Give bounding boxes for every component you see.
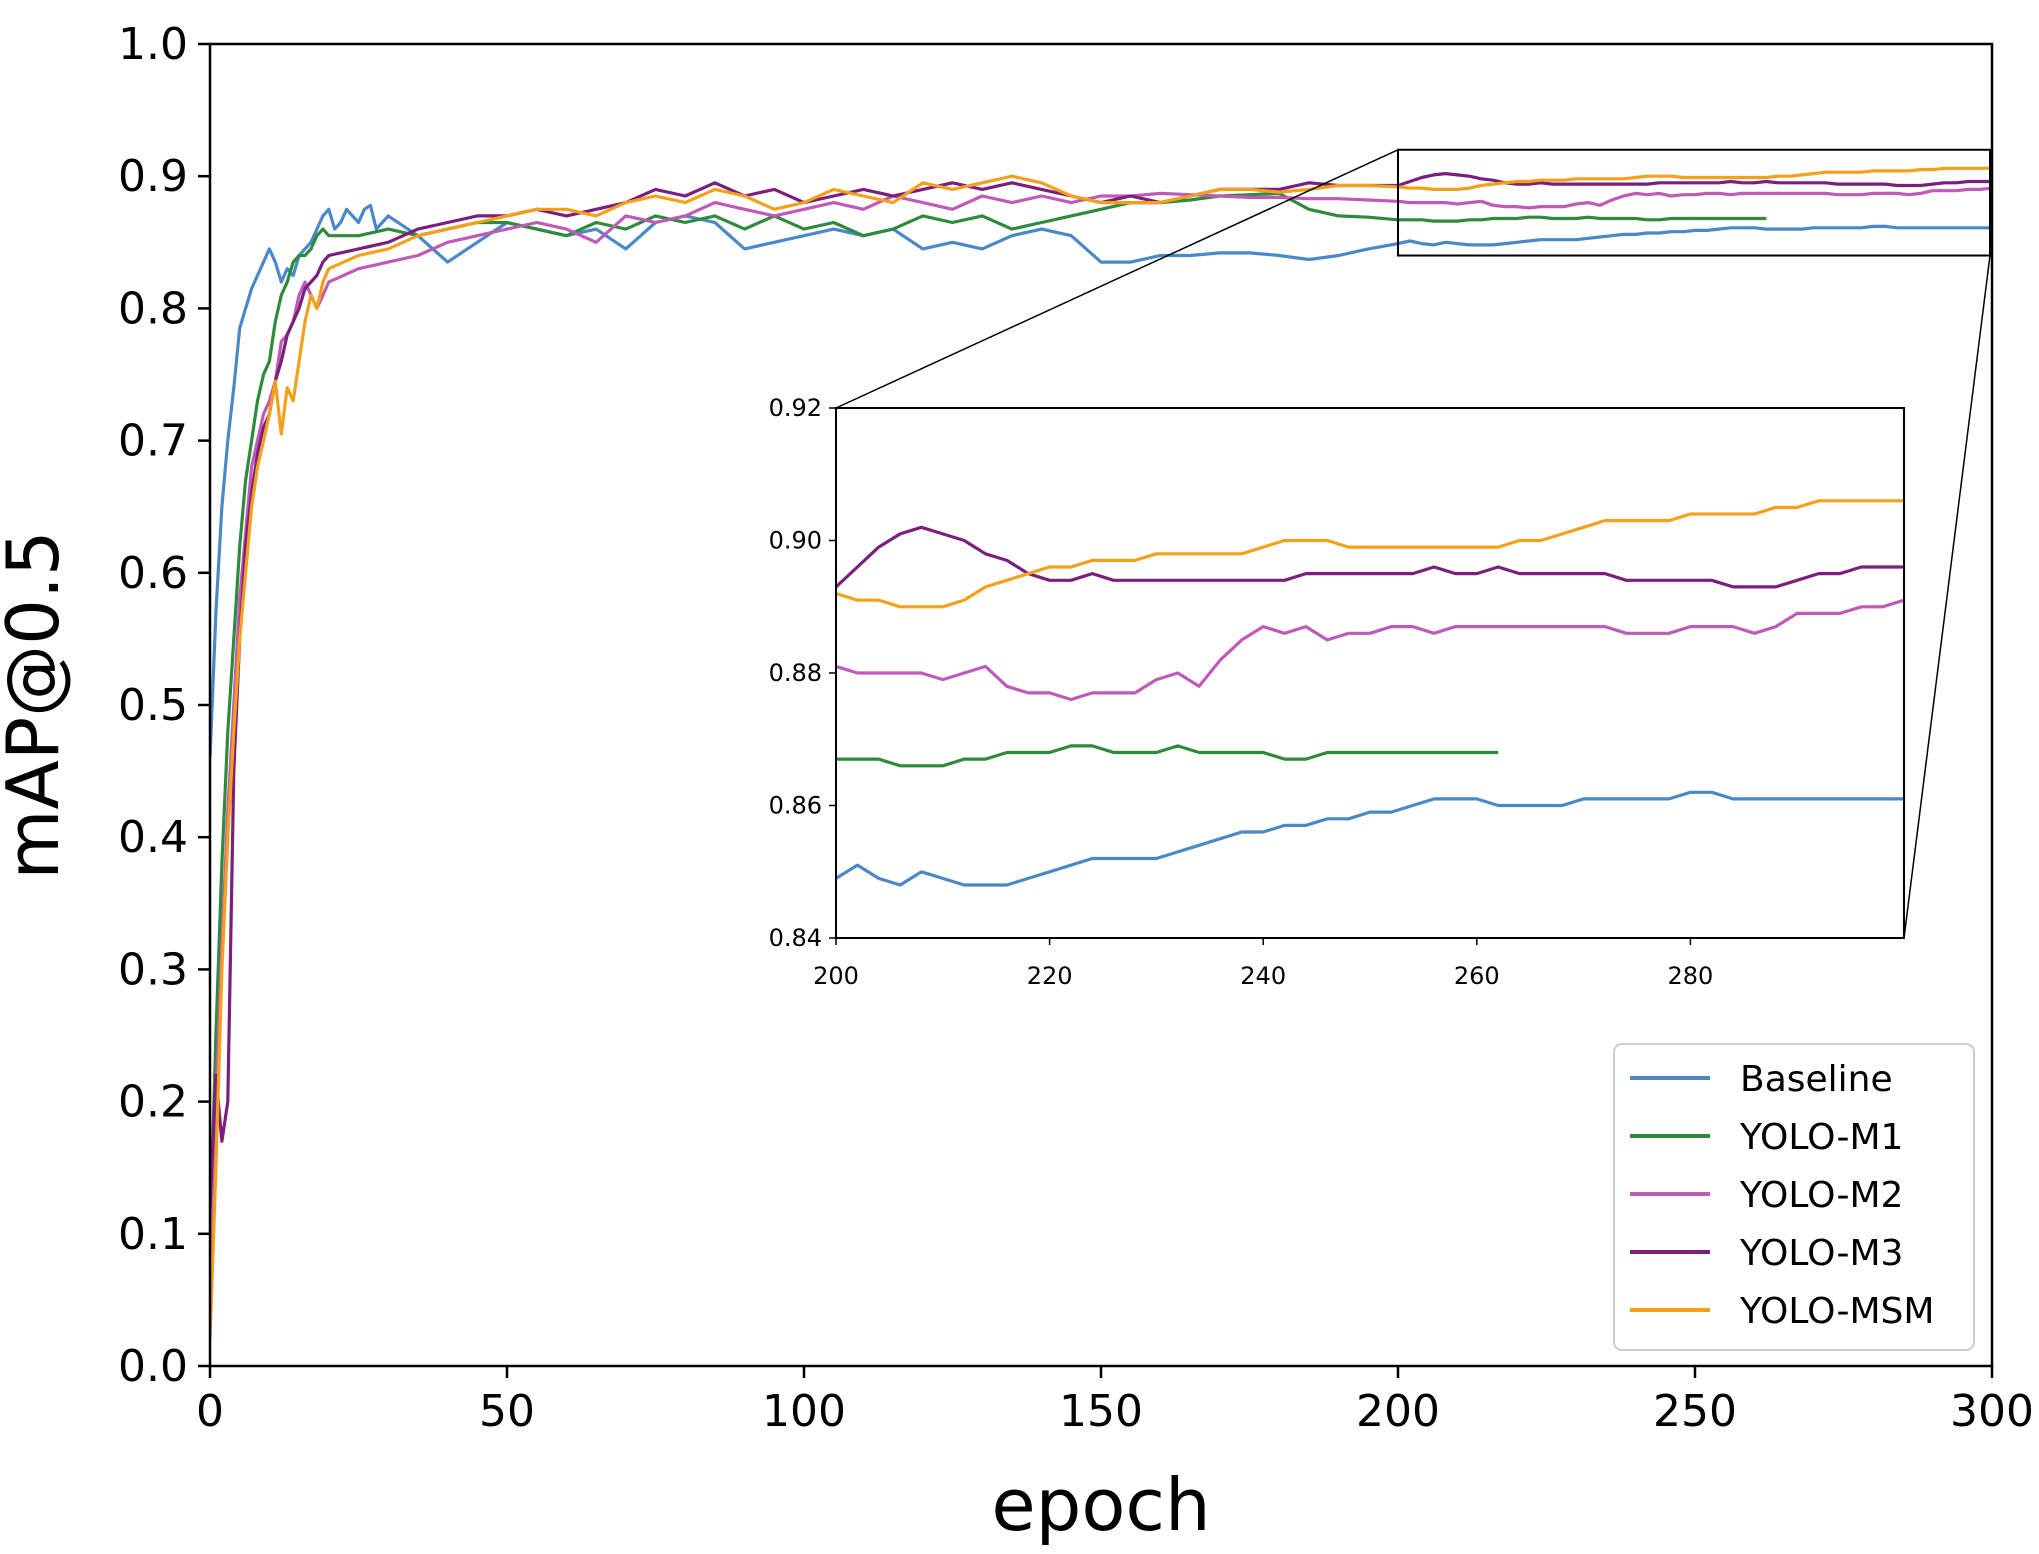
- series-line-yolo-m3: [210, 172, 1992, 1208]
- y-tick-label: 0.5: [118, 680, 188, 731]
- x-tick-label: 200: [1356, 1386, 1440, 1437]
- inset-y-tick-label: 0.88: [769, 659, 822, 687]
- main-y-ticks: 0.0 0.1 0.2 0.3 0.4 0.5 0.6 0.7 0.8 0.9 1.0: [118, 19, 210, 1392]
- y-tick-label: 0.3: [118, 944, 188, 995]
- inset-y-tick-label: 0.86: [769, 792, 822, 820]
- series-line-yolo-msm: [210, 166, 1992, 1340]
- inset-x-tick-label: 260: [1454, 962, 1500, 990]
- inset-series-line-yolo-m3: [836, 525, 1904, 589]
- series-line-yolo-m1: [210, 191, 1767, 1234]
- inset-background: [836, 408, 1904, 938]
- zoom-connector-line: [1903, 255, 1991, 939]
- y-axis-title: mAP@0.5: [0, 530, 75, 879]
- y-tick-label: 0.2: [118, 1077, 188, 1128]
- y-tick-label: 0.6: [118, 548, 188, 599]
- inset-x-ticks: 200 220 240 260 280: [813, 938, 1713, 990]
- inset-series-line-yolo-msm: [836, 499, 1904, 609]
- y-tick-label: 0.1: [118, 1209, 188, 1260]
- inset-x-tick-label: 200: [813, 962, 859, 990]
- inset-plot-lines: [836, 499, 1904, 887]
- y-tick-label: 0.8: [118, 283, 188, 334]
- inset-x-tick-label: 240: [1240, 962, 1286, 990]
- y-tick-label: 0.4: [118, 812, 188, 863]
- legend-label-baseline: Baseline: [1740, 1059, 1893, 1100]
- legend-label-yolo-msm: YOLO-MSM: [1739, 1291, 1934, 1332]
- y-tick-label: 0.9: [118, 151, 188, 202]
- x-tick-label: 300: [1950, 1386, 2034, 1437]
- inset-y-ticks: 0.84 0.86 0.88 0.90 0.92: [769, 394, 836, 952]
- inset-series-line-baseline: [836, 790, 1904, 887]
- legend-label-yolo-m2: YOLO-M2: [1739, 1175, 1903, 1216]
- inset-x-tick-label: 220: [1027, 962, 1073, 990]
- main-plot-lines: [210, 166, 1992, 1340]
- main-x-ticks: 0 50 100 150 200 250 300: [196, 1366, 2034, 1437]
- inset-y-tick-label: 0.84: [769, 924, 822, 952]
- legend: Baseline YOLO-M1 YOLO-M2 YOLO-M3 YOLO-MSM: [1613, 1043, 1975, 1351]
- inset-series-line-yolo-m2: [836, 598, 1904, 702]
- x-tick-label: 50: [479, 1386, 535, 1437]
- x-tick-label: 250: [1653, 1386, 1737, 1437]
- y-tick-label: 1.0: [118, 19, 188, 70]
- zoom-region-indicator: [835, 148, 1991, 939]
- y-tick-label: 0.7: [118, 416, 188, 467]
- x-tick-label: 150: [1059, 1386, 1143, 1437]
- inset-x-tick-label: 280: [1667, 962, 1713, 990]
- x-tick-label: 100: [762, 1386, 846, 1437]
- zoom-region-box: [1397, 148, 1991, 257]
- legend-label-yolo-m1: YOLO-M1: [1739, 1117, 1903, 1158]
- legend-box: [1613, 1043, 1975, 1351]
- x-axis-title: epoch: [991, 1463, 1210, 1547]
- legend-label-yolo-m3: YOLO-M3: [1739, 1233, 1903, 1274]
- zoom-connector-line: [835, 149, 1399, 409]
- inset-y-tick-label: 0.90: [769, 527, 822, 555]
- inset-y-tick-label: 0.92: [769, 394, 822, 422]
- series-line-baseline: [210, 203, 1992, 758]
- inset-series-line-yolo-m1: [836, 744, 1499, 768]
- x-tick-label: 0: [196, 1386, 224, 1437]
- y-tick-label: 0.0: [118, 1341, 188, 1392]
